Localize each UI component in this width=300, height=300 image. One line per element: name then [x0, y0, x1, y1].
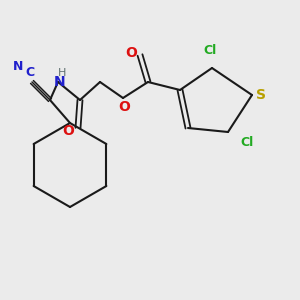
- Text: O: O: [125, 46, 137, 60]
- Text: N: N: [13, 59, 23, 73]
- Text: O: O: [62, 124, 74, 138]
- Text: S: S: [256, 88, 266, 102]
- Text: H: H: [58, 68, 66, 78]
- Text: N: N: [54, 75, 66, 89]
- Text: O: O: [118, 100, 130, 114]
- Text: C: C: [26, 65, 34, 79]
- Text: Cl: Cl: [240, 136, 254, 148]
- Text: Cl: Cl: [203, 44, 217, 58]
